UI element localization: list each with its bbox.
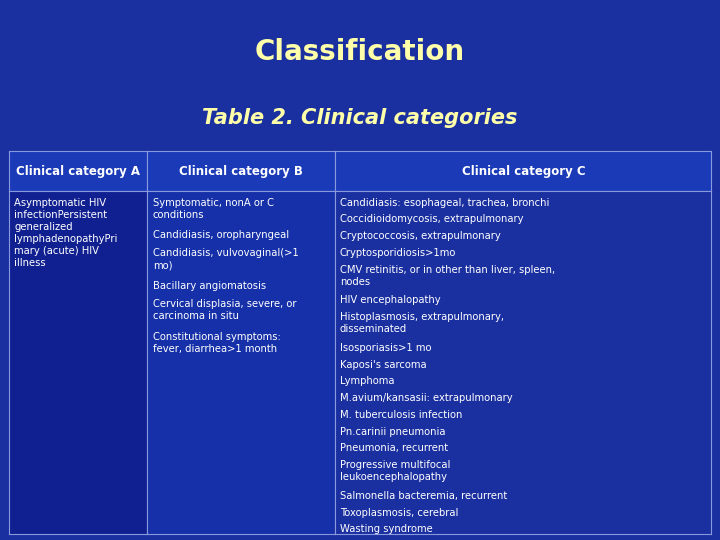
Text: Cervical displasia, severe, or
carcinoma in situ: Cervical displasia, severe, or carcinoma…: [153, 299, 297, 321]
Text: Bacillary angiomatosis: Bacillary angiomatosis: [153, 281, 266, 291]
Text: Lymphoma: Lymphoma: [340, 376, 395, 387]
Text: Pn.carinii pneumonia: Pn.carinii pneumonia: [340, 427, 445, 437]
Text: Candidiasis, vulvovaginal(>1
mo): Candidiasis, vulvovaginal(>1 mo): [153, 248, 299, 271]
Text: Cryptosporidiosis>1mo: Cryptosporidiosis>1mo: [340, 248, 456, 258]
Text: Wasting syndrome: Wasting syndrome: [340, 524, 433, 535]
Text: Asymptomatic HIV
infectionPersistent
generalized
lymphadenopathyPri
mary (acute): Asymptomatic HIV infectionPersistent gen…: [14, 198, 118, 268]
Text: Candidiasis: esophageal, trachea, bronchi: Candidiasis: esophageal, trachea, bronch…: [340, 198, 549, 208]
Text: Table 2. Clinical categories: Table 2. Clinical categories: [202, 108, 518, 128]
Text: Pneumonia, recurrent: Pneumonia, recurrent: [340, 443, 448, 454]
Text: Isosporiasis>1 mo: Isosporiasis>1 mo: [340, 343, 431, 353]
Text: Salmonella bacteremia, recurrent: Salmonella bacteremia, recurrent: [340, 491, 507, 501]
Text: Clinical category B: Clinical category B: [179, 165, 303, 178]
Text: Coccidioidomycosis, extrapulmonary: Coccidioidomycosis, extrapulmonary: [340, 214, 523, 225]
Text: Clinical category A: Clinical category A: [16, 165, 140, 178]
Text: M.avium/kansasii: extrapulmonary: M.avium/kansasii: extrapulmonary: [340, 393, 513, 403]
Text: Toxoplasmosis, cerebral: Toxoplasmosis, cerebral: [340, 508, 458, 518]
Text: M. tuberculosis infection: M. tuberculosis infection: [340, 410, 462, 420]
Text: Kaposi's sarcoma: Kaposi's sarcoma: [340, 360, 426, 370]
Text: Constitutional symptoms:
fever, diarrhea>1 month: Constitutional symptoms: fever, diarrhea…: [153, 332, 281, 354]
Text: HIV encephalopathy: HIV encephalopathy: [340, 295, 441, 306]
Text: Cryptococcosis, extrapulmonary: Cryptococcosis, extrapulmonary: [340, 231, 500, 241]
Text: Classification: Classification: [255, 38, 465, 66]
Text: Histoplasmosis, extrapulmonary,
disseminated: Histoplasmosis, extrapulmonary, dissemin…: [340, 312, 504, 334]
Text: Progressive multifocal
leukoencephalopathy: Progressive multifocal leukoencephalopat…: [340, 460, 450, 482]
Text: Clinical category C: Clinical category C: [462, 165, 585, 178]
Text: CMV retinitis, or in other than liver, spleen,
nodes: CMV retinitis, or in other than liver, s…: [340, 265, 555, 287]
Text: Symptomatic, nonA or C
conditions: Symptomatic, nonA or C conditions: [153, 198, 274, 220]
Text: Candidiasis, oropharyngeal: Candidiasis, oropharyngeal: [153, 230, 289, 240]
